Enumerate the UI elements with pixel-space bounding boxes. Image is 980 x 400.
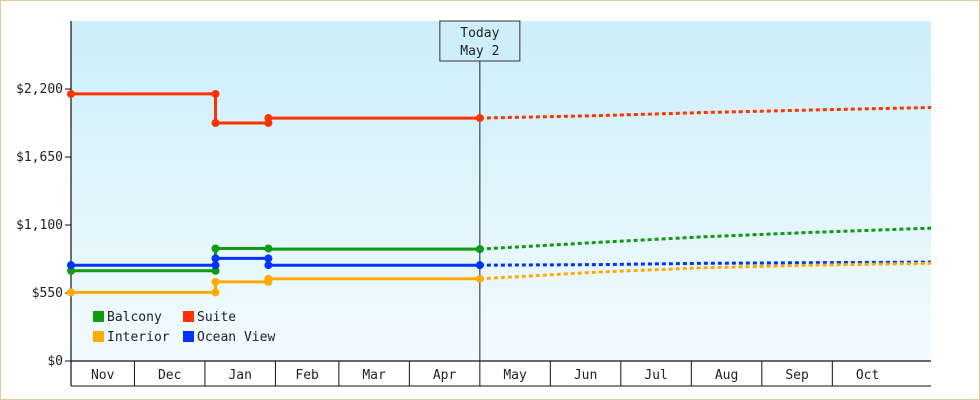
today-date: May 2 [460, 44, 499, 59]
data-point [211, 119, 220, 127]
month-label: Apr [433, 368, 457, 383]
month-label: May [503, 368, 527, 383]
data-point [211, 277, 220, 286]
forecast-line-balcony [479, 226, 932, 251]
month-label: Feb [295, 368, 319, 383]
plot-background [71, 21, 931, 361]
y-tick-label: $550 [32, 286, 63, 301]
data-point [475, 261, 484, 270]
month-label: Nov [91, 368, 115, 383]
data-point [475, 245, 484, 254]
forecast-line-suite [479, 106, 932, 120]
y-tick-label: $1,650 [16, 150, 63, 165]
y-tick-label: $0 [47, 354, 63, 369]
legend-label: Ocean View [197, 330, 275, 345]
legend-label: Interior [107, 330, 170, 345]
month-label: Sep [785, 368, 809, 383]
data-point [211, 244, 220, 253]
month-label: Dec [158, 368, 181, 383]
legend-swatch [183, 311, 194, 322]
month-label: Jul [644, 368, 667, 383]
data-point [475, 274, 484, 283]
today-label: Today [460, 26, 499, 41]
month-label: Aug [715, 368, 738, 383]
legend-swatch [93, 331, 104, 342]
month-label: Oct [856, 368, 879, 383]
data-point [67, 288, 75, 297]
data-point [211, 266, 220, 275]
data-point [211, 288, 220, 297]
month-label: Mar [362, 368, 386, 383]
series-line-balcony [71, 247, 480, 273]
y-tick-label: $2,200 [16, 82, 63, 97]
data-point [264, 114, 273, 123]
series-line-suite [71, 92, 480, 125]
today-box [439, 20, 521, 62]
data-point [264, 244, 273, 253]
forecast-line-ocean-view [479, 260, 932, 267]
data-point [67, 266, 75, 275]
data-point [264, 261, 273, 270]
series-line-ocean-view [71, 256, 480, 267]
month-label: Jan [228, 368, 251, 383]
data-point [211, 261, 220, 270]
data-point [264, 274, 273, 283]
legend-label: Balcony [107, 310, 162, 325]
forecast-line-interior [479, 261, 932, 281]
data-point [211, 89, 220, 98]
legend-label: Suite [197, 310, 236, 325]
data-point [67, 261, 75, 270]
month-label: Jun [574, 368, 597, 383]
legend-swatch [93, 311, 104, 322]
data-point [264, 254, 273, 263]
data-point [67, 89, 75, 98]
y-tick-label: $1,100 [16, 218, 63, 233]
legend-swatch [183, 331, 194, 342]
data-point [211, 254, 220, 263]
series-line-interior [71, 277, 480, 294]
data-point [475, 114, 484, 123]
